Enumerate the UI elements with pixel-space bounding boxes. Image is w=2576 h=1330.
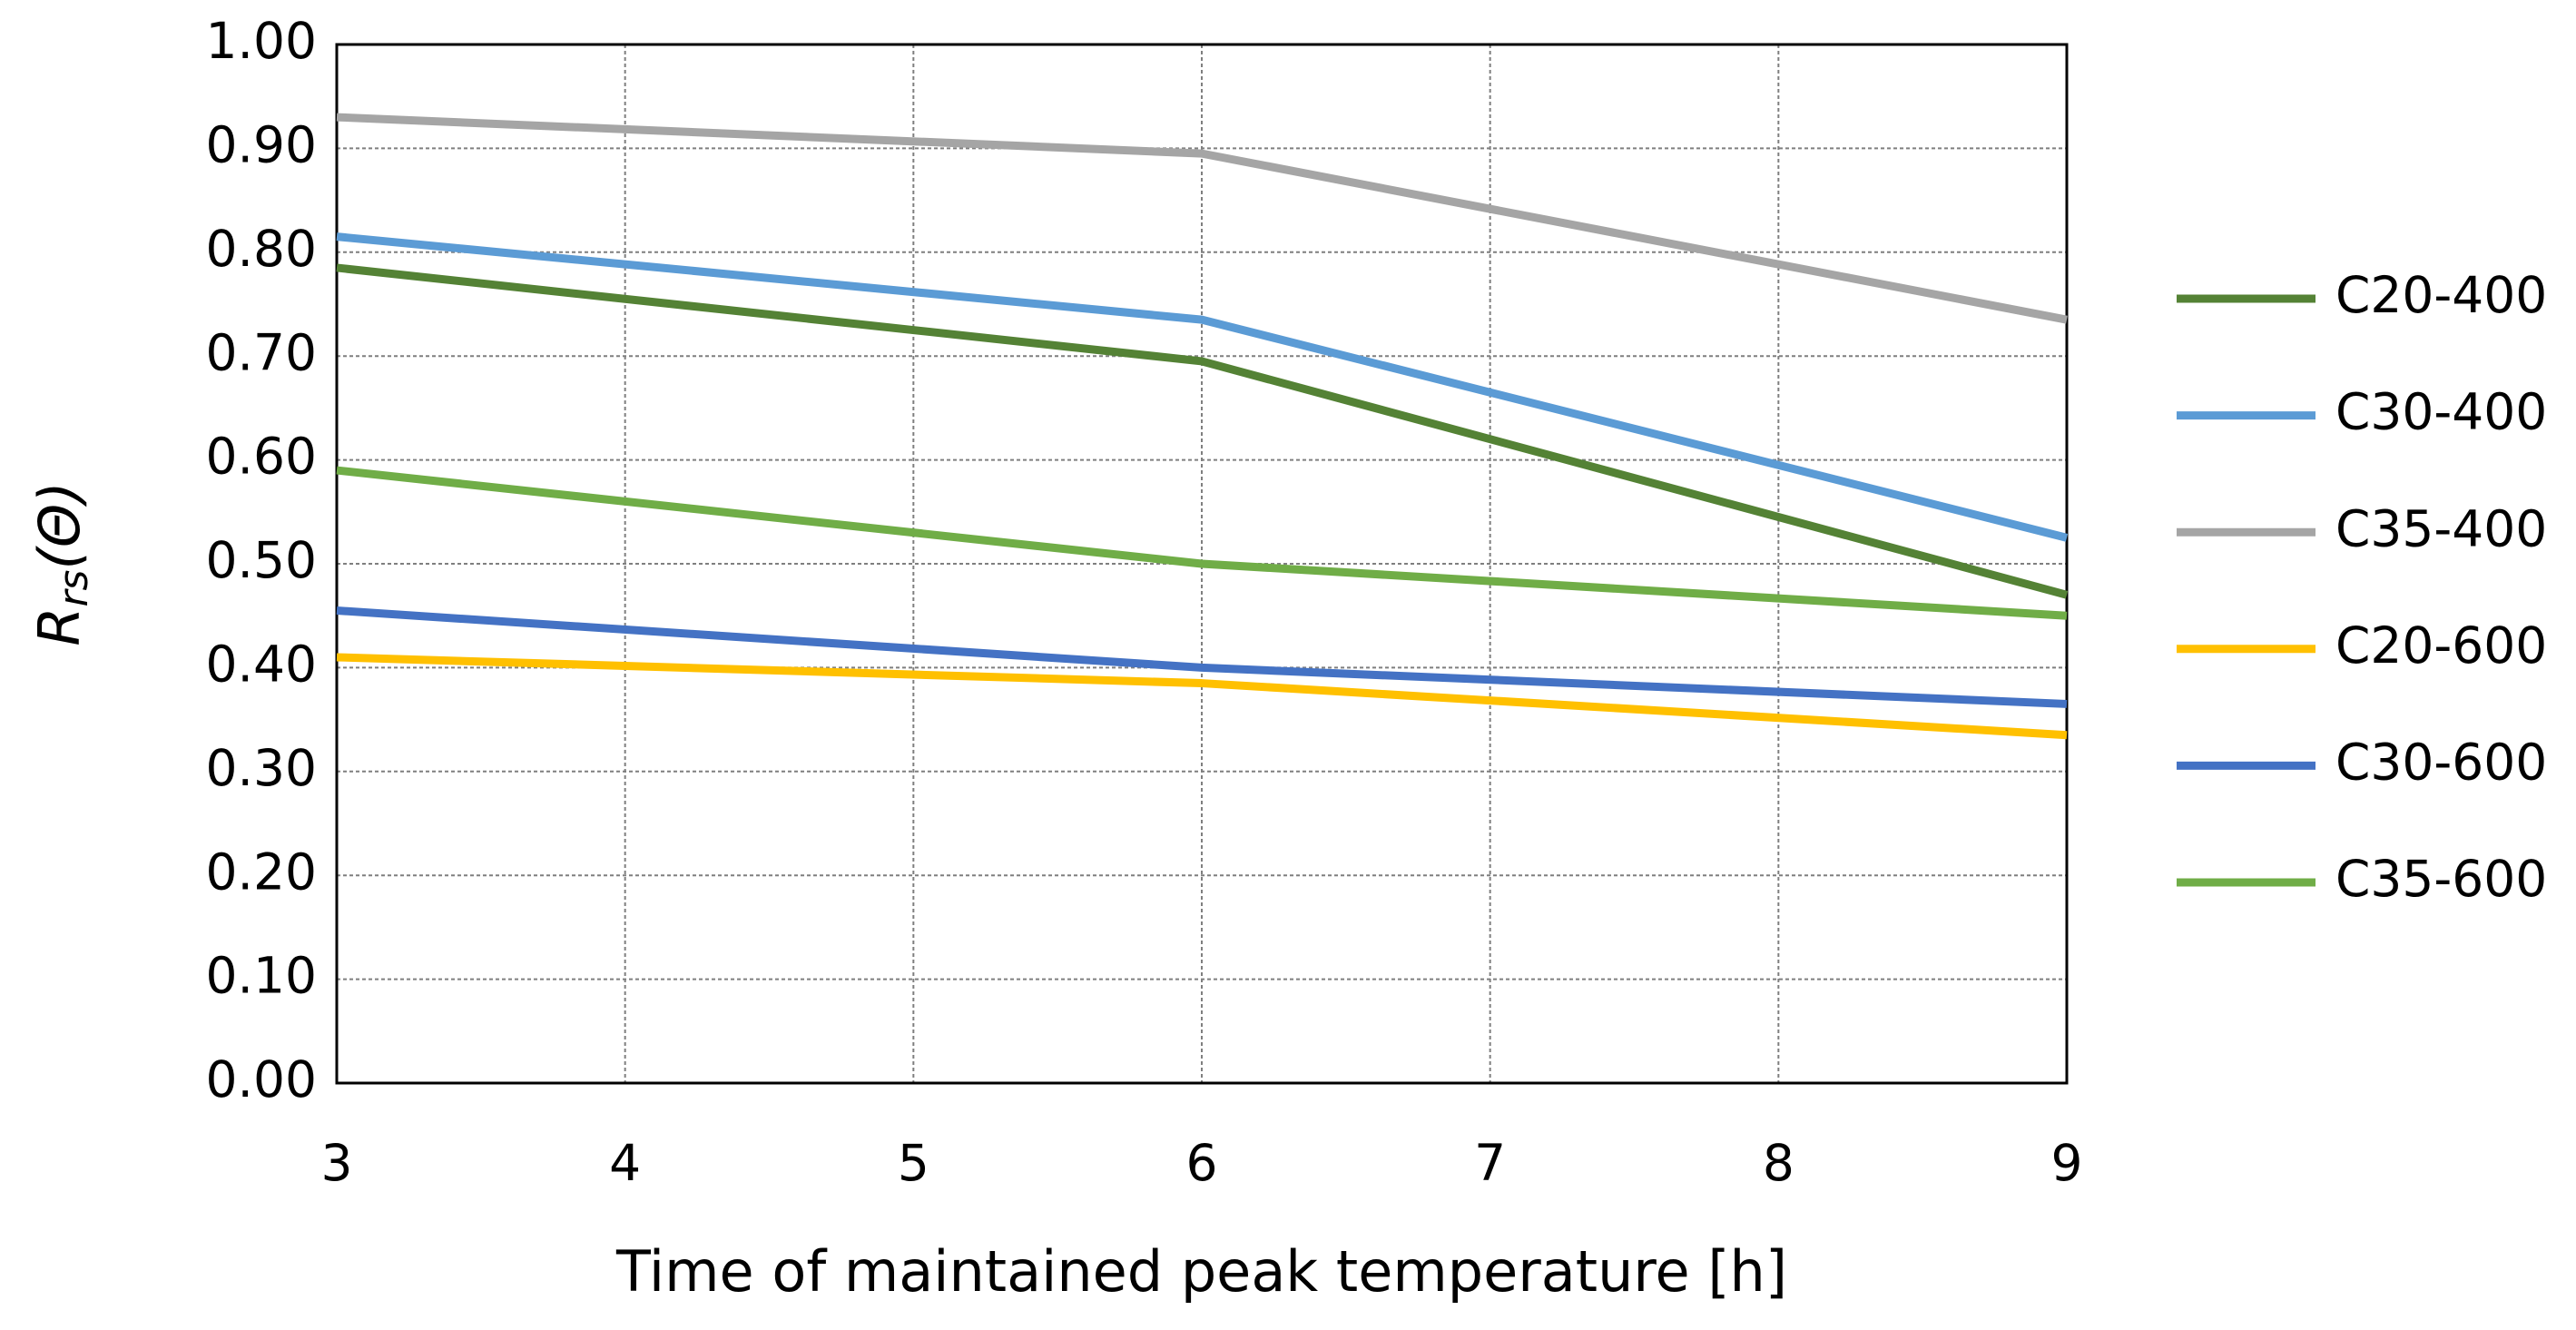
y-label-sub: rs — [51, 570, 97, 607]
x-tick-label: 4 — [609, 1134, 641, 1192]
x-axis-label: Time of maintained peak temperature [h] — [615, 1238, 1787, 1305]
x-tick-label: 8 — [1763, 1134, 1794, 1192]
y-tick-label: 0.00 — [206, 1050, 317, 1108]
y-tick-label: 0.60 — [206, 428, 317, 486]
y-tick-label: 0.30 — [206, 739, 317, 797]
series-line — [336, 466, 2068, 620]
legend-label: C20-600 — [2335, 616, 2547, 675]
y-tick-label: 0.70 — [206, 323, 317, 381]
plot-border — [335, 43, 2069, 1085]
y-axis-label: Rrs(Θ) — [26, 481, 97, 645]
legend-label: C35-400 — [2335, 499, 2547, 557]
x-tick-label: 3 — [321, 1134, 353, 1192]
legend-label: C35-600 — [2335, 850, 2547, 908]
y-tick-label: 0.80 — [206, 220, 317, 278]
x-tick-label: 6 — [1186, 1134, 1218, 1192]
x-tick-label: 9 — [2051, 1134, 2083, 1192]
y-tick-label: 1.00 — [206, 12, 317, 70]
y-tick-label: 0.50 — [206, 531, 317, 589]
y-tick-label: 0.10 — [206, 947, 317, 1005]
y-tick-label: 0.40 — [206, 635, 317, 694]
legend-label: C20-400 — [2335, 266, 2547, 324]
series-line — [336, 113, 2068, 324]
y-tick-label: 0.20 — [206, 842, 317, 901]
series-line — [336, 606, 2068, 708]
series-line — [336, 263, 2069, 599]
series-line — [336, 653, 2068, 740]
series-line — [336, 232, 2069, 542]
x-tick-label: 7 — [1474, 1134, 1506, 1192]
legend-label: C30-400 — [2335, 383, 2547, 441]
y-tick-label: 0.90 — [206, 116, 317, 174]
y-label-main: R — [26, 607, 93, 646]
x-tick-label: 5 — [898, 1134, 929, 1192]
y-label-suffix: (Θ) — [26, 481, 93, 569]
legend-label: C30-600 — [2335, 734, 2547, 792]
